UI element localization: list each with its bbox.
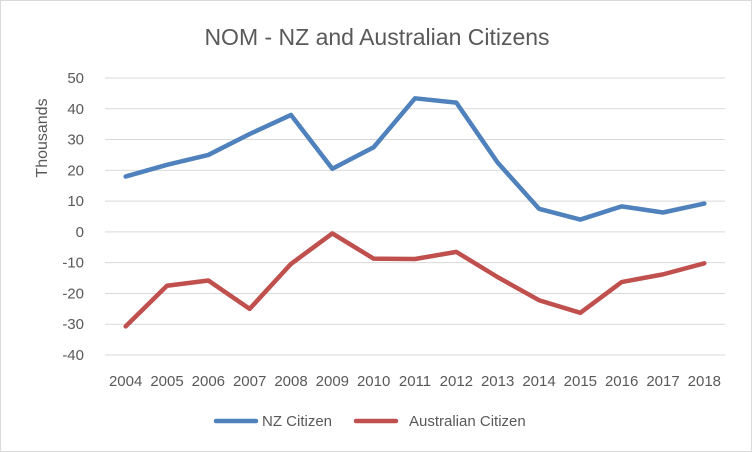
x-tick-label: 2006	[192, 373, 225, 390]
x-tick-label: 2017	[646, 373, 679, 390]
x-tick-label: 2010	[357, 373, 390, 390]
legend-label: Australian Citizen	[409, 413, 526, 430]
y-tick-label: -40	[62, 347, 84, 364]
x-axis-tick-labels: 2004 2005 2006 2007 2008 2009 2010 2011 2012 2013…	[109, 373, 721, 390]
y-axis-tick-labels: 50 40 30 20 10 0 -10 -20 -30 -40	[62, 70, 84, 364]
x-tick-label: 2009	[316, 373, 349, 390]
chart-title: NOM - NZ and Australian Citizens	[204, 24, 549, 50]
y-tick-label: 10	[67, 193, 84, 210]
x-tick-label: 2013	[481, 373, 514, 390]
x-tick-label: 2008	[274, 373, 307, 390]
y-tick-label: -10	[62, 255, 84, 272]
y-axis-title: Thousands	[34, 98, 51, 177]
y-tick-label: -20	[62, 285, 84, 302]
x-tick-label: 2007	[233, 373, 266, 390]
x-tick-label: 2018	[688, 373, 721, 390]
x-tick-label: 2005	[150, 373, 183, 390]
x-tick-label: 2015	[564, 373, 597, 390]
x-tick-label: 2004	[109, 373, 142, 390]
y-tick-label: 20	[67, 162, 84, 179]
series-line	[123, 231, 707, 329]
x-tick-label: 2011	[399, 373, 431, 390]
x-tick-label: 2016	[605, 373, 638, 390]
x-tick-label: 2012	[440, 373, 473, 390]
y-tick-label: 30	[67, 132, 84, 149]
y-tick-label: 50	[67, 70, 84, 87]
legend: NZ Citizen Australian Citizen	[213, 413, 526, 430]
y-tick-label: 0	[76, 224, 84, 241]
series-line	[123, 96, 707, 222]
series-lines	[123, 96, 707, 329]
x-tick-label: 2014	[522, 373, 555, 390]
y-tick-label: -30	[62, 316, 84, 333]
y-tick-label: 40	[67, 101, 84, 118]
gridlines	[105, 77, 725, 356]
legend-label: NZ Citizen	[262, 413, 332, 430]
